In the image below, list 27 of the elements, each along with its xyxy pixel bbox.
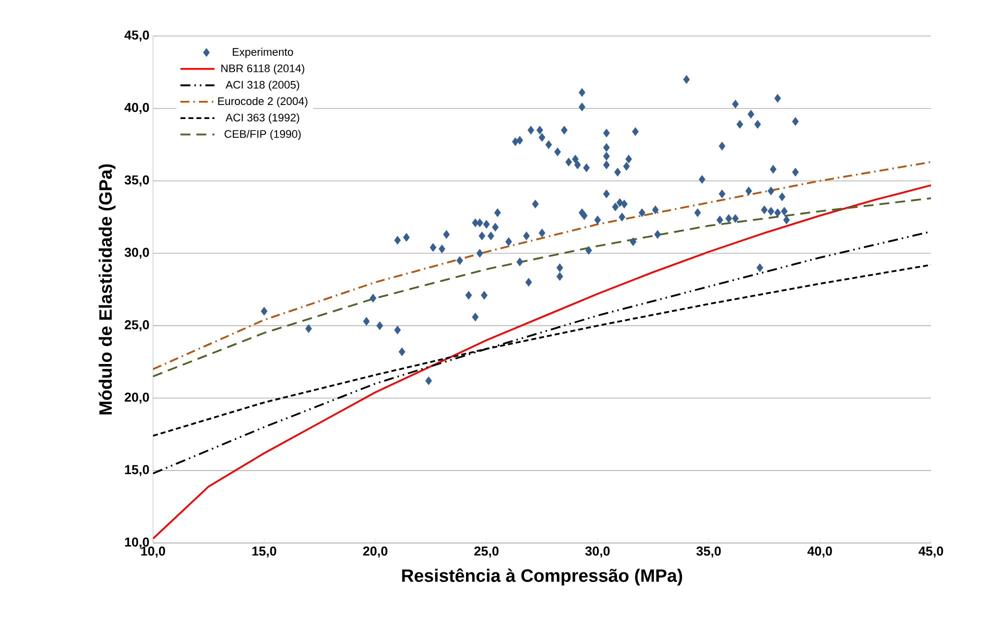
- legend-label: ACI 363 (1992): [226, 113, 300, 124]
- y-tick-label: 35,0: [124, 175, 149, 186]
- x-tick-label: 45,0: [918, 546, 944, 558]
- x-tick-label: 40,0: [807, 546, 832, 558]
- y-tick-label: 15,0: [125, 465, 149, 476]
- y-tick-label: 30,0: [124, 248, 149, 259]
- legend-label: CEB/FIP (1990): [224, 130, 301, 140]
- legend-label: Experimento: [232, 48, 293, 58]
- line-series: [153, 184, 932, 540]
- x-tick-label: 30,0: [585, 546, 610, 558]
- legend-label: NBR 6118 (2014): [221, 64, 304, 74]
- legend-label: Eurocode 2 (2004): [218, 97, 308, 108]
- x-tick-label: 25,0: [474, 546, 499, 558]
- line-series: [153, 197, 932, 378]
- y-axis-title: Módulo de Elasticidade (GPa): [98, 164, 116, 414]
- x-tick-label: 20,0: [363, 546, 388, 558]
- x-tick-label: 10,0: [141, 546, 166, 558]
- x-axis-title: Resistência à Compressão (MPa): [402, 568, 682, 586]
- y-tick-label: 25,0: [124, 320, 149, 332]
- x-tick-label: 35,0: [696, 546, 721, 558]
- line-series: [153, 161, 932, 370]
- legend-label: ACI 318 (2005): [226, 80, 300, 91]
- y-tick-label: 40,0: [124, 102, 149, 114]
- x-tick-label: 15,0: [252, 546, 276, 558]
- y-tick-label: 20,0: [124, 392, 149, 404]
- y-tick-label: 45,0: [124, 30, 149, 42]
- y-tick-label: 10,0: [125, 537, 149, 549]
